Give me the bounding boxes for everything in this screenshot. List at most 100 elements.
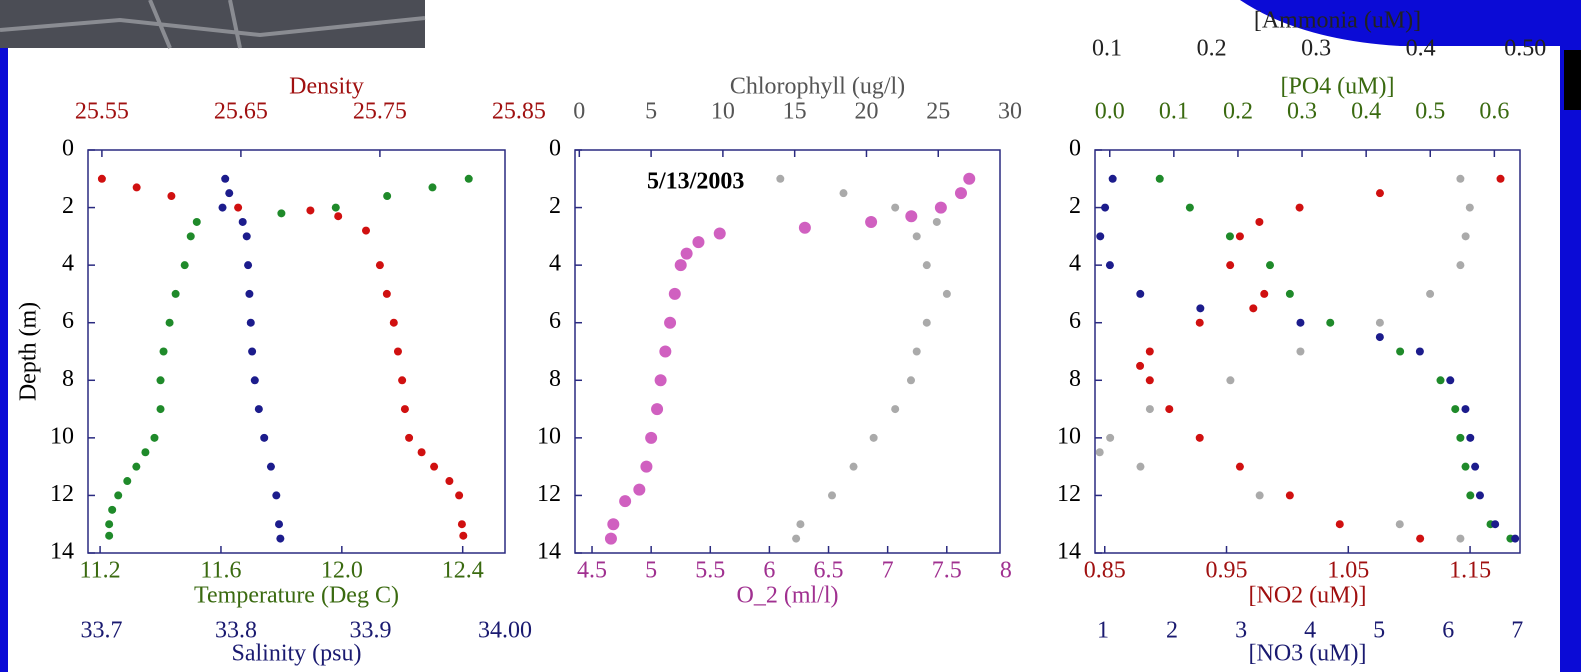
data-point bbox=[839, 189, 848, 198]
data-point bbox=[1196, 304, 1205, 313]
data-point bbox=[238, 217, 247, 226]
data-point bbox=[651, 403, 664, 416]
x-tick-label: 20 bbox=[854, 99, 878, 125]
data-point bbox=[398, 376, 407, 385]
annotation: 5/13/2003 bbox=[647, 169, 744, 195]
x-tick-label: 5 bbox=[645, 99, 657, 125]
data-point bbox=[1396, 347, 1405, 356]
x-axis-label: O_2 (ml/l) bbox=[737, 583, 839, 609]
x-tick-label: 30 bbox=[998, 99, 1022, 125]
data-point bbox=[457, 520, 466, 529]
data-point bbox=[905, 210, 918, 223]
y-tick-label: 4 bbox=[1069, 251, 1081, 277]
data-point bbox=[225, 189, 234, 198]
x-tick-label: 0.1 bbox=[1159, 99, 1189, 125]
data-point bbox=[1155, 174, 1164, 183]
data-point bbox=[1416, 534, 1425, 543]
data-point bbox=[906, 376, 915, 385]
x-axis-label: [Ammonia (uM)] bbox=[1254, 8, 1421, 34]
data-point bbox=[430, 462, 439, 471]
data-point bbox=[306, 206, 315, 215]
x-tick-label: 7.5 bbox=[932, 558, 962, 584]
data-point bbox=[1136, 462, 1145, 471]
data-point bbox=[1145, 405, 1154, 414]
data-point bbox=[1296, 318, 1305, 327]
data-point bbox=[221, 174, 230, 183]
y-tick-label: 2 bbox=[62, 193, 74, 219]
x-axis-label: Salinity (psu) bbox=[232, 641, 362, 667]
x-tick-label: 11.2 bbox=[80, 558, 121, 584]
data-point bbox=[1471, 462, 1480, 471]
x-tick-label: 1.15 bbox=[1449, 558, 1491, 584]
data-point bbox=[1095, 448, 1104, 457]
data-point bbox=[869, 433, 878, 442]
data-point bbox=[1165, 405, 1174, 414]
data-point bbox=[1285, 289, 1294, 298]
data-point bbox=[604, 532, 617, 545]
x-tick-label: 4.5 bbox=[577, 558, 607, 584]
y-tick-label: 0 bbox=[62, 136, 74, 162]
x-tick-label: 25 bbox=[926, 99, 950, 125]
x-tick-label: 5.5 bbox=[695, 558, 725, 584]
data-point bbox=[417, 448, 426, 457]
data-point bbox=[1375, 333, 1384, 342]
data-point bbox=[277, 209, 286, 218]
data-point bbox=[922, 261, 931, 270]
y-tick-label: 10 bbox=[537, 423, 561, 449]
data-point bbox=[383, 192, 392, 201]
data-point bbox=[141, 448, 150, 457]
data-point bbox=[400, 405, 409, 414]
y-tick-label: 10 bbox=[1057, 423, 1081, 449]
y-tick-label: 8 bbox=[1069, 366, 1081, 392]
x-axis-label: [NO3 (uM)] bbox=[1249, 641, 1367, 667]
data-point bbox=[150, 433, 159, 442]
x-axis-label: Density bbox=[289, 74, 364, 100]
data-point bbox=[1426, 289, 1435, 298]
y-tick-label: 4 bbox=[549, 251, 561, 277]
x-tick-label: 1.05 bbox=[1327, 558, 1369, 584]
x-tick-label: 33.7 bbox=[80, 618, 122, 644]
data-point bbox=[654, 374, 667, 387]
data-point bbox=[1456, 433, 1465, 442]
data-point bbox=[1335, 520, 1344, 529]
data-point bbox=[97, 174, 106, 183]
data-point bbox=[192, 217, 201, 226]
data-point bbox=[132, 462, 141, 471]
y-tick-label: 10 bbox=[50, 423, 74, 449]
x-axis-label: Chlorophyll (ug/l) bbox=[730, 74, 905, 100]
x-tick-label: 10 bbox=[711, 99, 735, 125]
y-tick-label: 12 bbox=[50, 481, 74, 507]
y-tick-label: 0 bbox=[549, 136, 561, 162]
data-point bbox=[254, 405, 263, 414]
x-tick-label: 6 bbox=[763, 558, 775, 584]
plot-frame bbox=[1094, 149, 1521, 554]
data-point bbox=[405, 433, 414, 442]
data-point bbox=[389, 318, 398, 327]
x-axis-label: [PO4 (uM)] bbox=[1281, 74, 1395, 100]
x-tick-label: 4 bbox=[1304, 618, 1316, 644]
x-tick-label: 25.85 bbox=[492, 99, 546, 125]
data-point bbox=[1461, 232, 1470, 241]
data-point bbox=[922, 318, 931, 327]
x-tick-label: 7 bbox=[1511, 618, 1523, 644]
y-tick-label: 4 bbox=[62, 251, 74, 277]
data-point bbox=[393, 347, 402, 356]
y-tick-label: 12 bbox=[537, 481, 561, 507]
x-tick-label: 0.3 bbox=[1287, 99, 1317, 125]
data-point bbox=[250, 376, 259, 385]
data-point bbox=[891, 405, 900, 414]
data-point bbox=[234, 203, 243, 212]
data-point bbox=[1185, 203, 1194, 212]
data-point bbox=[245, 289, 254, 298]
data-point bbox=[963, 172, 976, 185]
slide-panel bbox=[8, 0, 1560, 672]
data-point bbox=[1466, 491, 1475, 500]
data-point bbox=[1436, 376, 1445, 385]
data-point bbox=[159, 347, 168, 356]
data-point bbox=[1195, 318, 1204, 327]
data-point bbox=[692, 236, 705, 249]
x-tick-label: 11.6 bbox=[200, 558, 241, 584]
x-tick-label: 25.75 bbox=[353, 99, 407, 125]
x-tick-label: 7 bbox=[882, 558, 894, 584]
data-point bbox=[1415, 347, 1424, 356]
